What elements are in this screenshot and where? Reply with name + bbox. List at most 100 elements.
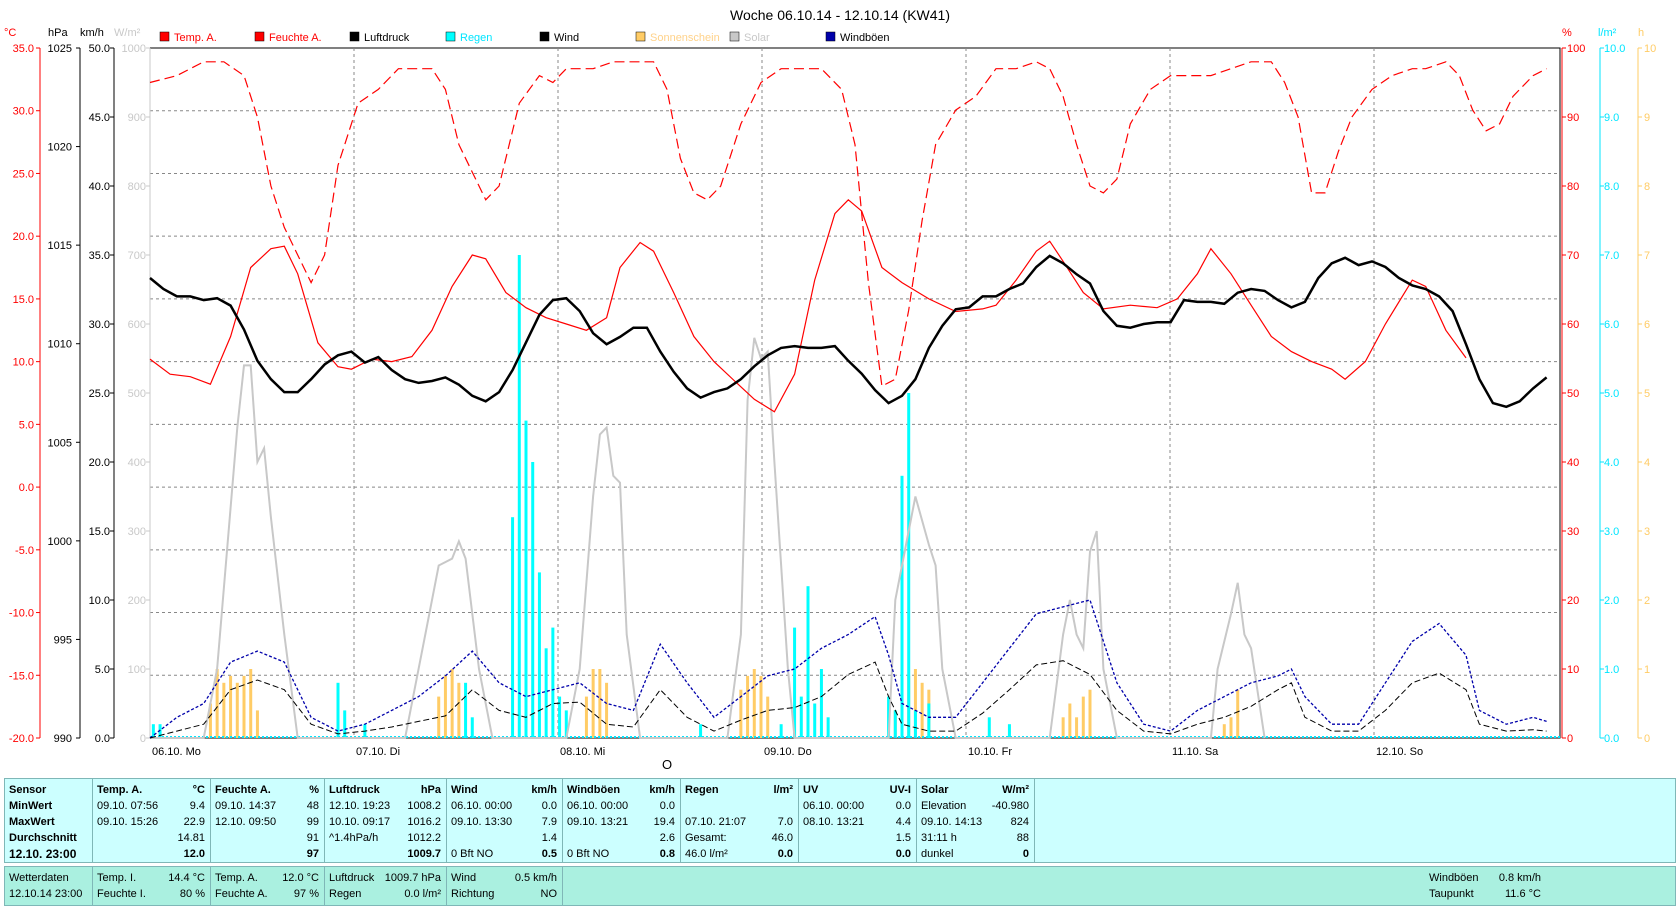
humidity-axis-tick-label: 40 (1567, 457, 1579, 469)
temp-axis-tick-label: 0.0 (19, 482, 34, 494)
rain-bar (464, 682, 468, 738)
current-timestamp: 12.10.14 23:00 (9, 888, 83, 900)
rain-bar (887, 696, 891, 738)
solar-axis-tick-label: 900 (128, 112, 146, 124)
day-label: 11.10. Sa (1172, 746, 1219, 758)
wind-axis-tick-label: 45.0 (89, 112, 110, 124)
rain-axis-tick-label: 1.0 (1604, 664, 1619, 676)
legend-label: Sonnenschein (650, 32, 720, 44)
stats-temp-col: Temp. A. °C 09.10. 07:56 9.4 09.10. 15:26 22.… (93, 779, 211, 862)
rain-bar (699, 724, 703, 738)
rain-bar (551, 627, 555, 738)
solar-axis-tick-label: 200 (128, 595, 146, 607)
stats-wind-value: 0.5 (541, 848, 557, 860)
stats-table: Sensor MinWert MaxWert Durchschnitt 12.1… (4, 778, 1676, 863)
stats-rain-value: 0.0 (777, 848, 793, 860)
unit-wind: km/h (80, 27, 104, 39)
stats-temp-when: 09.10. 07:56 (97, 800, 159, 812)
sunshine-bar (1061, 717, 1065, 738)
humidity-axis-tick-label: 100 (1567, 43, 1585, 55)
stats-gust-unit: km/h (649, 784, 675, 796)
rain-bar (813, 703, 817, 738)
current-temp-in-label: Temp. I. (97, 872, 137, 884)
stats-rain-header: Regen (685, 784, 719, 796)
rain-bar (151, 724, 155, 738)
rain-bar (558, 696, 562, 738)
rain-bar (517, 255, 521, 738)
wind-axis-tick-label: 20.0 (89, 457, 110, 469)
temp-axis-tick-label: -5.0 (15, 545, 34, 557)
temp-axis-tick-label: 15.0 (13, 294, 34, 306)
series-lines (149, 61, 1548, 739)
day-label: 07.10. Di (356, 746, 400, 758)
stats-wind-value: 7.9 (541, 816, 557, 828)
statistics-panel: Sensor MinWert MaxWert Durchschnitt 12.1… (0, 778, 1680, 909)
rain-axis-tick-label: 0.0 (1604, 733, 1619, 745)
stats-press-value: 1008.2 (407, 800, 441, 812)
humidity-axis-tick-label: 30 (1567, 526, 1579, 538)
pressure-axis-tick-label: 1015 (48, 240, 72, 252)
humidity-axis-tick-label: 60 (1567, 319, 1579, 331)
current-direction-value: NO (540, 888, 558, 900)
sunshine-bar (235, 682, 239, 738)
rain-bar (987, 717, 991, 738)
rain-bar (779, 724, 783, 738)
unit-solar: W/m² (114, 27, 141, 39)
rain-bar (531, 462, 535, 738)
rain-axis-tick-label: 5.0 (1604, 388, 1619, 400)
rain-bar (913, 710, 917, 738)
stats-current-label: 12.10. 23:00 (9, 847, 77, 861)
sun-axis-tick-label: 5 (1644, 388, 1650, 400)
series-solar (150, 337, 1266, 739)
current-hum-out-label: Feuchte A. (215, 888, 268, 900)
solar-axis-tick-label: 400 (128, 457, 146, 469)
stats-gust-value: 2.6 (659, 832, 675, 844)
sun-axis-tick-label: 7 (1644, 250, 1650, 262)
sunshine-bar (1236, 689, 1240, 738)
rain-axis-tick-label: 9.0 (1604, 112, 1619, 124)
sunshine-bar (752, 669, 756, 738)
stats-hum-when: 12.10. 09:50 (215, 816, 277, 828)
stats-temp-when: 09.10. 15:26 (97, 816, 159, 828)
sunshine-bar (222, 682, 226, 738)
stats-solar-value: -40.980 (991, 800, 1029, 812)
stats-solar-value: 0 (1022, 848, 1029, 860)
sunshine-bar (759, 675, 763, 738)
current-pressure-col: Luftdruck 1009.7 hPa Regen 0.0 l/m² (325, 867, 447, 905)
current-hum-out-value: 97 % (293, 888, 319, 900)
current-dewpoint-value: 11.6 °C (1505, 888, 1541, 900)
sunshine-bar (920, 682, 924, 738)
stats-gust-header: Windböen (567, 784, 621, 796)
current-hum-in-value: 80 % (179, 888, 205, 900)
stats-wind-value: 1.4 (541, 832, 557, 844)
stats-hum-when: 09.10. 14:37 (215, 800, 277, 812)
stats-uv-value: 1.5 (895, 832, 911, 844)
rain-bar (826, 717, 830, 738)
sunshine-bar (746, 675, 750, 738)
rain-axis-tick-label: 7.0 (1604, 250, 1619, 262)
series-luftdruck (149, 254, 1548, 409)
pressure-axis-tick-label: 1020 (48, 142, 72, 154)
sunshine-bar (591, 669, 595, 738)
sunshine-bar (1229, 717, 1233, 738)
series-wind (149, 660, 1547, 739)
wind-axis-tick-label: 35.0 (89, 250, 110, 262)
pressure-axis-tick-label: 990 (54, 733, 72, 745)
stats-uv-when: 08.10. 13:21 (803, 816, 865, 828)
stats-solar-when: Elevation (921, 800, 967, 812)
current-label-col: Wetterdaten 12.10.14 23:00 (5, 867, 93, 905)
stats-gust-when: 06.10. 00:00 (567, 800, 629, 812)
stats-press-unit: hPa (420, 784, 441, 796)
day-label: 08.10. Mi (560, 746, 605, 758)
day-label: 09.10. Do (764, 746, 812, 758)
rain-bar (799, 696, 803, 738)
sunshine-bar (457, 682, 461, 738)
stats-wind-when: 06.10. 00:00 (451, 800, 513, 812)
rain-bar (793, 627, 797, 738)
humidity-axis-tick-label: 50 (1567, 388, 1579, 400)
current-temp-out-value: 12.0 °C (282, 872, 319, 884)
current-wind-label: Wind (451, 872, 477, 884)
stats-uv-value: 0.0 (895, 800, 911, 812)
rain-bar (1007, 724, 1011, 738)
humidity-axis-tick-label: 0 (1567, 733, 1573, 745)
